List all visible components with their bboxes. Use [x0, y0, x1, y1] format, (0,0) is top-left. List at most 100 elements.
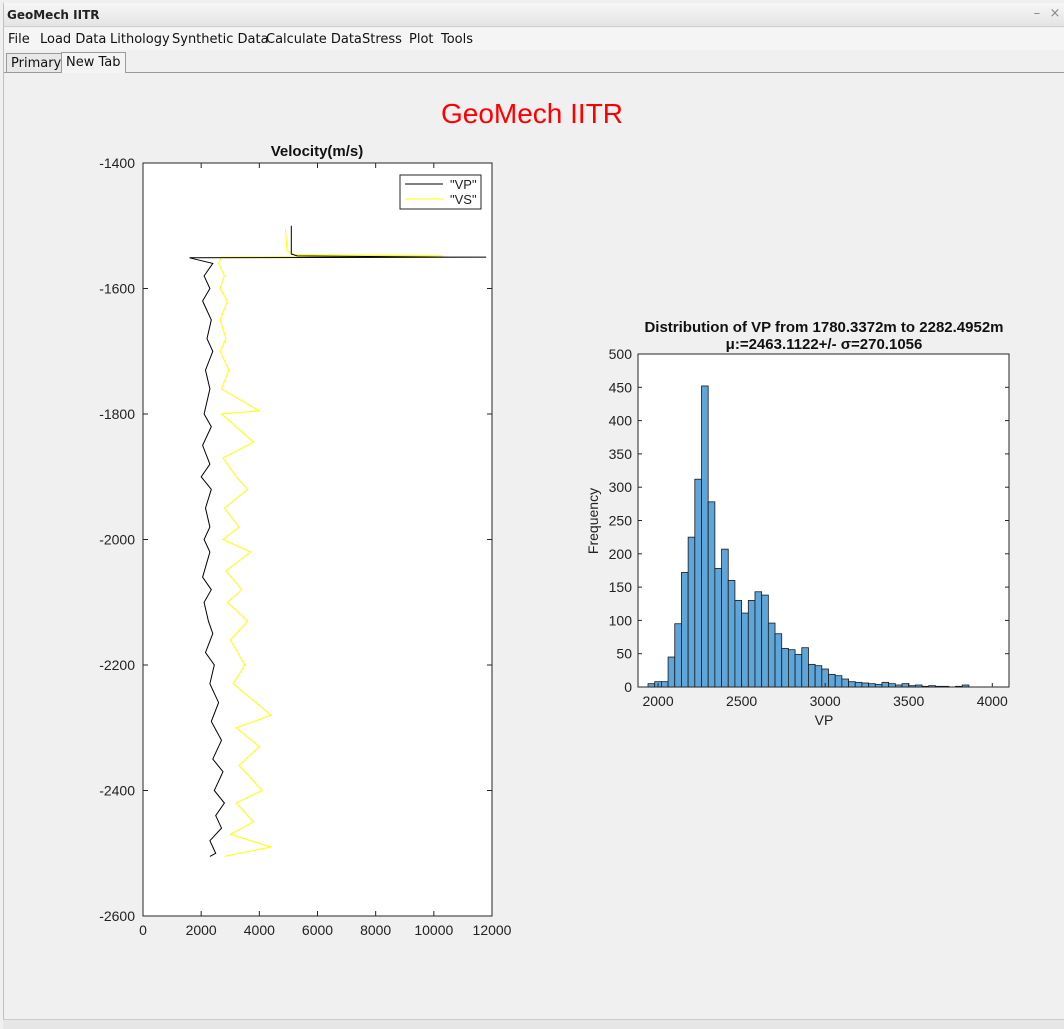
- status-strip: [3, 1019, 1064, 1029]
- window-title: GeoMech IITR: [7, 8, 100, 22]
- histogram-bars: [647, 385, 970, 688]
- menu-calculate-data[interactable]: Calculate Data: [266, 32, 362, 47]
- y-tick-label: 0: [624, 679, 632, 695]
- histogram-bar: [801, 647, 809, 688]
- histogram-bar: [788, 649, 796, 688]
- legend-vs-label: "VS": [450, 192, 477, 207]
- x-tick-label: 8000: [360, 922, 391, 938]
- title-bar[interactable]: GeoMech IITR – ×: [4, 3, 1064, 27]
- x-tick-label: 12000: [473, 922, 512, 938]
- histogram-bar: [721, 548, 729, 688]
- x-tick-label: 0: [139, 922, 147, 938]
- histogram-bar: [781, 647, 789, 688]
- menu-bar: File Load Data Lithology Synthetic Data …: [4, 28, 1064, 50]
- y-tick-label: 450: [609, 379, 633, 395]
- histogram-bar: [894, 684, 903, 688]
- y-tick-label: 200: [609, 546, 633, 562]
- velocity-ticks: 0 2000 4000 6000 8000 10000 12000 -1400 -1600 -18…: [99, 155, 511, 938]
- histogram-bar: [734, 600, 743, 688]
- histogram-subtitle: μ:=2463.1122+/- σ=270.1056: [726, 336, 923, 353]
- histogram-bar: [687, 536, 696, 688]
- y-tick-label: -1800: [99, 406, 135, 422]
- y-tick-label: -2000: [99, 532, 135, 548]
- histogram-ticks: 2000 2500 3000 3500 4000 0 50 100 150 200 250 300 35…: [609, 346, 1009, 709]
- histogram-bar: [761, 594, 769, 688]
- close-icon[interactable]: ×: [1049, 6, 1061, 21]
- x-tick-label: 2500: [726, 693, 757, 709]
- histogram-bar: [941, 685, 950, 688]
- histogram-bar: [955, 685, 963, 688]
- histogram-bar: [814, 665, 823, 688]
- x-tick-label: 2000: [642, 693, 673, 709]
- y-tick-label: 300: [609, 479, 633, 495]
- menu-synthetic-data[interactable]: Synthetic Data: [172, 32, 269, 47]
- app-heading: GeoMech IITR: [440, 98, 624, 129]
- histogram-bar: [681, 572, 689, 688]
- histogram-bar: [774, 633, 783, 688]
- histogram-bar: [935, 685, 943, 688]
- histogram-bar: [767, 622, 776, 688]
- x-tick-label: 3000: [810, 693, 841, 709]
- histogram-bar: [834, 675, 843, 688]
- histogram-title: Distribution of VP from 1780.3372m to 22…: [644, 319, 1003, 336]
- y-tick-label: -2600: [99, 908, 135, 924]
- menu-stress[interactable]: Stress: [362, 32, 402, 47]
- menu-file[interactable]: File: [8, 32, 30, 47]
- legend-vp-label: "VP": [450, 177, 477, 192]
- histogram-bar: [667, 656, 676, 688]
- menu-lithology[interactable]: Lithology: [110, 32, 170, 47]
- x-tick-label: 4000: [977, 693, 1008, 709]
- histogram-bar: [694, 478, 702, 688]
- histogram-bar: [714, 568, 722, 688]
- minimize-icon[interactable]: –: [1033, 6, 1041, 21]
- histogram-bar: [841, 678, 849, 688]
- histogram-bar: [794, 653, 803, 688]
- y-tick-label: 500: [609, 346, 633, 362]
- histogram-bar: [854, 681, 863, 688]
- y-tick-label: -1600: [99, 281, 135, 297]
- histogram-bar: [647, 683, 656, 688]
- histogram-bar: [921, 685, 930, 688]
- histogram-bar: [874, 683, 883, 688]
- series-line-vp: [189, 225, 487, 857]
- histogram-bar: [888, 683, 896, 688]
- x-tick-label: 10000: [414, 922, 453, 938]
- y-tick-label: 400: [609, 413, 633, 429]
- tab-primary[interactable]: Primary: [6, 53, 67, 72]
- histogram-bar: [747, 600, 756, 688]
- menu-tools[interactable]: Tools: [441, 32, 474, 47]
- y-tick-label: -1400: [99, 155, 135, 171]
- histogram-ylabel: Frequency: [585, 488, 601, 554]
- histogram-bar: [848, 681, 856, 688]
- legend-box: [399, 174, 482, 210]
- velocity-lines: [189, 225, 487, 857]
- x-tick-label: 4000: [244, 922, 275, 938]
- y-tick-label: 350: [609, 446, 633, 462]
- histogram-bar: [915, 684, 923, 688]
- histogram-bar: [674, 623, 682, 688]
- menu-load-data[interactable]: Load Data: [40, 32, 107, 47]
- histogram-bar: [861, 682, 870, 688]
- y-tick-label: -2200: [99, 657, 135, 673]
- y-tick-label: 250: [609, 513, 633, 529]
- histogram-bar: [881, 681, 890, 688]
- histogram-bar: [754, 591, 763, 688]
- y-tick-label: 50: [616, 646, 632, 662]
- y-tick-label: 150: [609, 579, 633, 595]
- histogram-xlabel: VP: [815, 712, 834, 728]
- velocity-chart: Velocity(m/s) 0 2000 4000 6000 8000 10000 1200…: [99, 143, 511, 938]
- y-tick-label: 100: [609, 612, 633, 628]
- x-tick-label: 2000: [186, 922, 217, 938]
- y-tick-label: -2400: [99, 783, 135, 799]
- histogram-bar: [901, 683, 910, 688]
- histogram-chart: Distribution of VP from 1780.3372m to 22…: [585, 319, 1010, 728]
- tab-strip: Primary New Tab: [4, 51, 1064, 73]
- histogram-bar: [961, 684, 970, 688]
- histogram-bar: [701, 385, 709, 688]
- histogram-bar: [928, 685, 936, 688]
- histogram-bar: [661, 681, 669, 688]
- tab-new-tab[interactable]: New Tab: [61, 52, 126, 73]
- menu-plot[interactable]: Plot: [409, 32, 434, 47]
- histogram-bar: [808, 663, 816, 688]
